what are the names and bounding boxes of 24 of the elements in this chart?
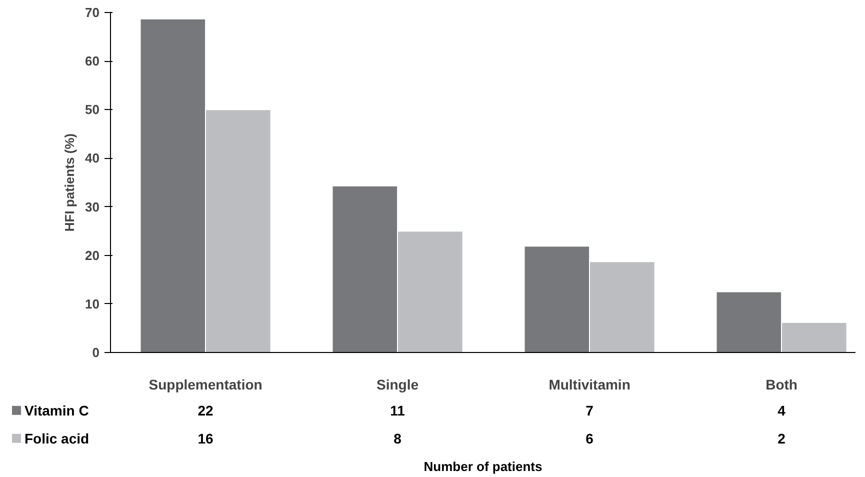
text: 16	[198, 430, 214, 446]
text: 6	[586, 430, 594, 446]
y-tick-label: 30	[85, 199, 100, 214]
x-tick-label: Multivitamin	[548, 376, 630, 392]
y-tick-label: 40	[85, 150, 100, 166]
x-tick-label: Supplementation	[148, 376, 262, 392]
legend-label: Folic acid	[24, 430, 90, 446]
text: Number of patients	[424, 458, 542, 474]
y-axis-title: HFI patients (%)	[62, 133, 78, 232]
text: 7	[586, 402, 594, 418]
text: 2	[778, 430, 786, 446]
y-tick-label: 60	[85, 54, 100, 69]
legend-label: Vitamin C	[24, 402, 89, 418]
y-tick-label: 50	[85, 102, 100, 118]
text: 4	[778, 402, 786, 418]
y-tick-label: 70	[85, 5, 100, 20]
x-tick-label: Both	[766, 376, 798, 392]
y-tick-label: 0	[92, 345, 100, 360]
text: 11	[390, 402, 406, 418]
y-tick-label: 10	[85, 296, 100, 312]
y-tick-label: 20	[85, 248, 100, 263]
text: 22	[198, 402, 214, 418]
x-tick-label: Single	[376, 376, 419, 392]
text: 8	[394, 430, 402, 446]
